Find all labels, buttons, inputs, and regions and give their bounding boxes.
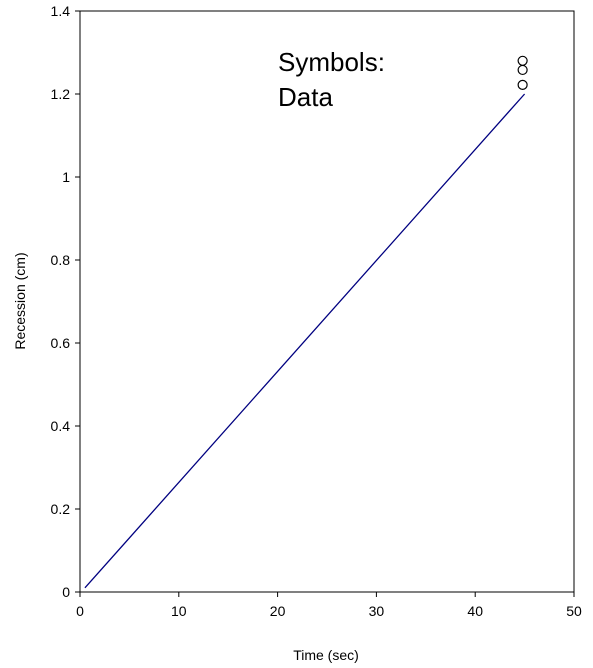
x-tick-label: 20 bbox=[270, 603, 286, 619]
data-point bbox=[517, 64, 528, 76]
data-point bbox=[517, 55, 528, 66]
x-tick-label: 50 bbox=[566, 603, 582, 619]
x-tick-label: 30 bbox=[369, 603, 385, 619]
x-axis-ticks: 0 10 20 30 40 50 bbox=[76, 592, 582, 619]
y-axis-title: Recession (cm) bbox=[12, 252, 28, 349]
x-axis-title: Time (sec) bbox=[293, 647, 359, 663]
x-tick-label: 40 bbox=[467, 603, 483, 619]
data-point bbox=[517, 79, 528, 90]
x-tick-label: 10 bbox=[171, 603, 187, 619]
y-tick-label: 0 bbox=[62, 584, 70, 600]
y-tick-label: 1.2 bbox=[51, 86, 71, 102]
model-line bbox=[84, 93, 526, 589]
y-tick-label: 0.8 bbox=[51, 252, 71, 268]
y-tick-label: 1.4 bbox=[51, 3, 71, 19]
y-tick-label: 0.6 bbox=[51, 335, 71, 351]
y-axis-ticks: 0 0.2 0.4 0.6 0.8 1 1.2 1.4 bbox=[51, 3, 80, 600]
annotation-line-2: Data bbox=[278, 82, 333, 112]
y-tick-label: 0.2 bbox=[51, 501, 71, 517]
y-tick-label: 0.4 bbox=[51, 418, 71, 434]
x-tick-label: 0 bbox=[76, 603, 84, 619]
annotation-line-1: Symbols: bbox=[278, 47, 385, 77]
y-tick-label: 1 bbox=[62, 169, 70, 185]
series-layer bbox=[84, 55, 528, 589]
